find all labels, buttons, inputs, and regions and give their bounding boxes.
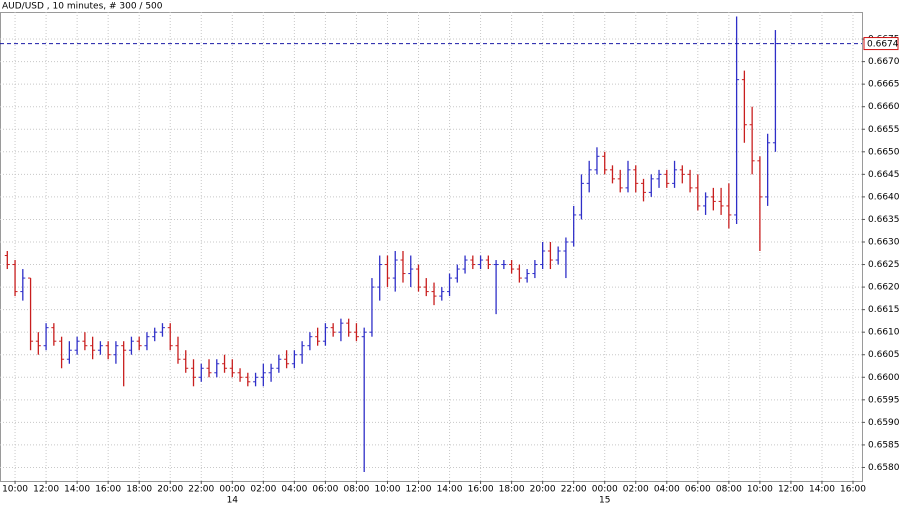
day-label: 14: [227, 496, 239, 506]
x-tick-label: 04:00: [654, 485, 680, 495]
plot-frame: [0, 12, 863, 482]
x-tick-label: 10:00: [747, 485, 773, 495]
y-tick-label: 0.6625: [868, 260, 900, 270]
y-tick-label: 0.6595: [868, 395, 900, 405]
y-tick-label: 0.6630: [868, 237, 900, 247]
x-tick-label: 14:00: [809, 485, 835, 495]
last-price-box: [863, 37, 899, 51]
y-tick-label: 0.6660: [868, 102, 900, 112]
x-tick-label: 22:00: [188, 485, 214, 495]
x-tick-label: 12:00: [406, 485, 432, 495]
x-tick-label: 18:00: [126, 485, 152, 495]
x-tick-label: 12:00: [778, 485, 804, 495]
y-tick-label: 0.6670: [868, 57, 900, 67]
y-tick-label: 0.6585: [868, 440, 900, 450]
chart-title: AUD/USD , 10 minutes, # 300 / 500: [2, 2, 163, 12]
x-tick-label: 08:00: [716, 485, 742, 495]
y-tick-label: 0.6655: [868, 125, 900, 135]
x-tick-label: 16:00: [840, 485, 866, 495]
x-tick-label: 10:00: [375, 485, 401, 495]
y-tick-label: 0.6600: [868, 373, 900, 383]
x-tick-label: 06:00: [312, 485, 338, 495]
y-tick-label: 0.6590: [868, 418, 900, 428]
y-tick-label: 0.6645: [868, 170, 900, 180]
x-tick-label: 04:00: [281, 485, 307, 495]
x-tick-label: 06:00: [685, 485, 711, 495]
y-tick-label: 0.6650: [868, 147, 900, 157]
x-tick-label: 16:00: [468, 485, 494, 495]
x-tick-label: 10:00: [2, 485, 28, 495]
last-price-label: 0.6674: [867, 40, 899, 50]
y-tick-label: 0.6665: [868, 80, 900, 90]
y-tick-label: 0.6610: [868, 328, 900, 338]
x-tick-label: 14:00: [437, 485, 463, 495]
y-tick-label: 0.6615: [868, 305, 900, 315]
x-tick-label: 20:00: [157, 485, 183, 495]
y-tick-label: 0.6605: [868, 350, 900, 360]
x-tick-label: 16:00: [95, 485, 121, 495]
x-tick-label: 00:00: [592, 485, 618, 495]
x-tick-label: 14:00: [64, 485, 90, 495]
x-tick-label: 02:00: [623, 485, 649, 495]
x-tick-label: 22:00: [561, 485, 587, 495]
x-tick-label: 12:00: [33, 485, 59, 495]
x-tick-label: 20:00: [530, 485, 556, 495]
x-tick-label: 08:00: [343, 485, 369, 495]
y-tick-label: 0.6640: [868, 192, 900, 202]
day-label: 15: [599, 496, 610, 506]
x-tick-label: 18:00: [499, 485, 525, 495]
y-tick-label: 0.6635: [868, 215, 900, 225]
y-tick-label: 0.6620: [868, 283, 900, 293]
y-tick-label: 0.6580: [868, 463, 900, 473]
x-tick-label: 00:00: [219, 485, 245, 495]
x-tick-label: 02:00: [250, 485, 276, 495]
